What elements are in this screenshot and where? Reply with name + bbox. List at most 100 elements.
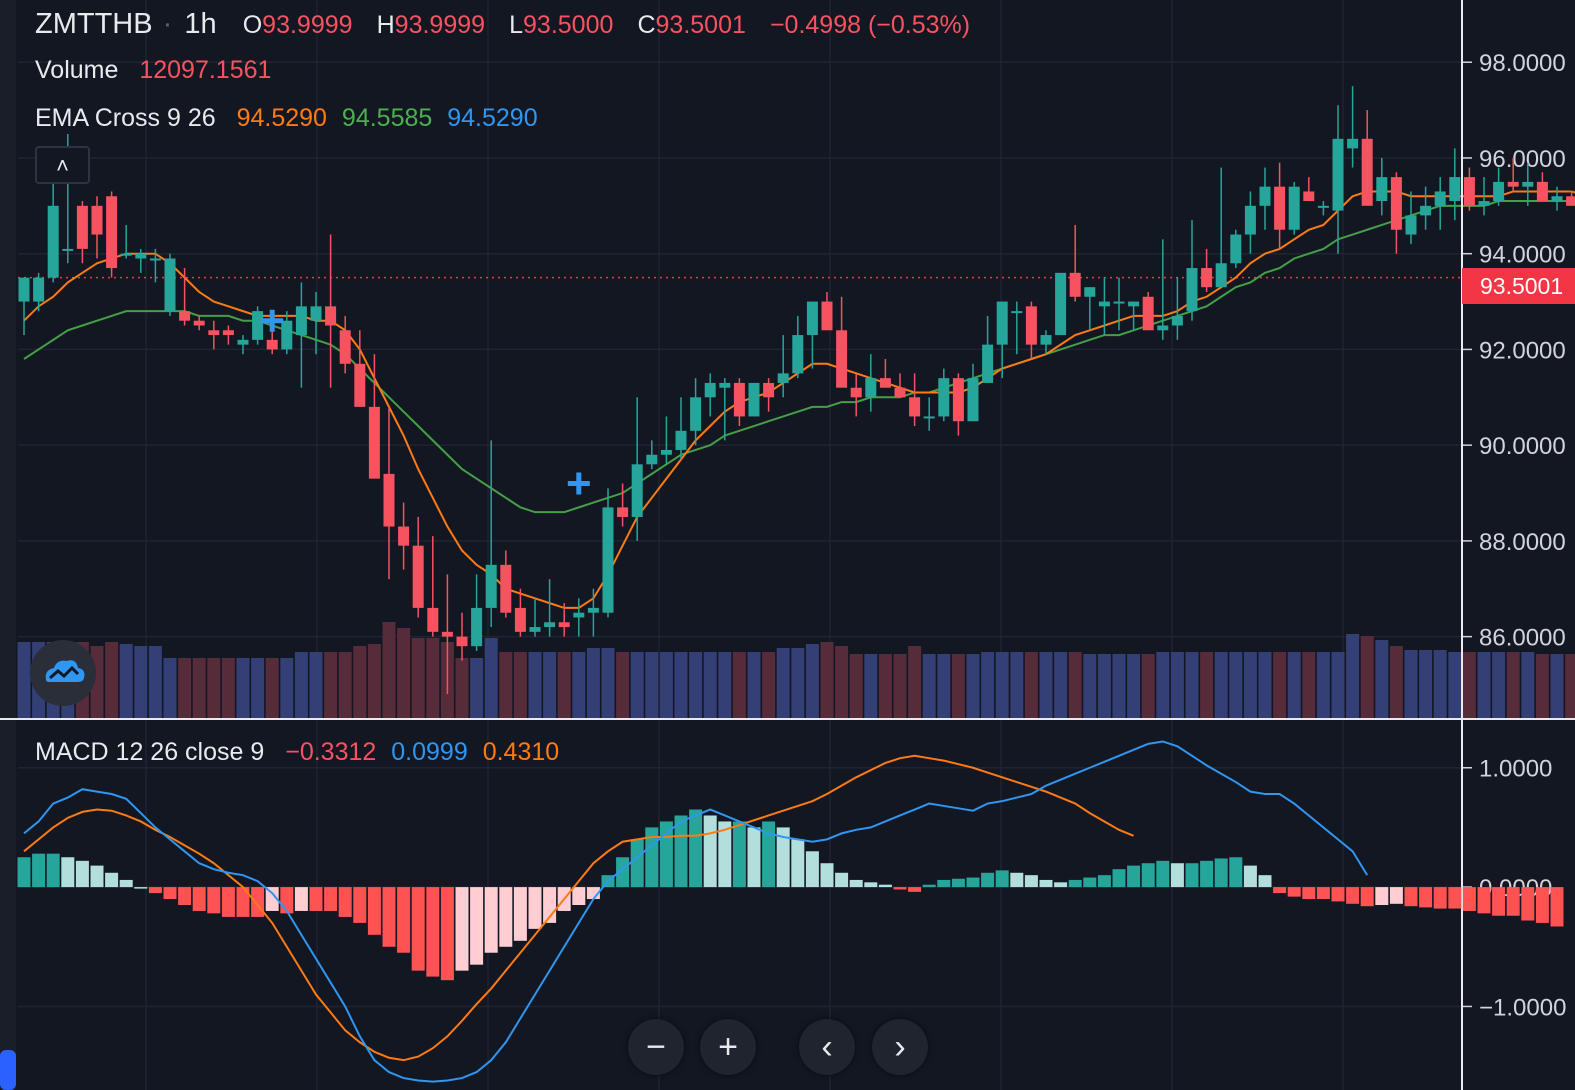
candle-body <box>836 330 848 388</box>
candle-body <box>1274 186 1286 230</box>
macd-histogram-bar <box>32 853 46 888</box>
volume-bar <box>1565 654 1575 718</box>
macd-histogram-bar <box>937 879 951 888</box>
candle-body <box>135 253 147 259</box>
volume-bar <box>966 654 980 718</box>
volume-bar <box>528 652 542 718</box>
plus-icon: + <box>718 1028 738 1066</box>
volume-bar <box>397 628 411 718</box>
candle-body <box>879 378 891 388</box>
candle-body <box>18 277 30 302</box>
candle-body <box>1201 268 1213 288</box>
left-edge <box>0 0 16 1090</box>
macd-histogram-bar <box>1535 887 1549 923</box>
cloud-chart-icon <box>45 660 85 682</box>
macd-histogram-bar <box>1477 887 1491 914</box>
macd-histogram-bar <box>426 887 440 977</box>
macd-histogram-bar <box>1492 887 1506 916</box>
candle-body <box>982 344 994 383</box>
candle-body <box>281 320 293 350</box>
volume-bar <box>1156 652 1170 718</box>
macd-histogram-bar <box>762 821 776 888</box>
macd-histogram-bar <box>1068 879 1082 888</box>
volume-bar <box>630 652 644 718</box>
candle-body <box>1376 177 1388 202</box>
high-value: 93.9999 <box>394 11 486 39</box>
price-axis-tick-label: 94.0000 <box>1479 242 1566 269</box>
volume-bar <box>251 658 265 718</box>
volume-bar <box>1273 652 1287 718</box>
candle-body <box>354 363 366 407</box>
volume-bar <box>543 652 557 718</box>
volume-bar <box>835 646 849 718</box>
candle-body <box>967 378 979 422</box>
candle-body <box>106 196 118 269</box>
volume-bar <box>908 646 922 718</box>
ema-cross-marker <box>567 472 590 495</box>
volume-bar <box>1316 652 1330 718</box>
candle-body <box>62 248 74 251</box>
volume-bar <box>324 652 338 718</box>
candle-body <box>339 330 351 364</box>
macd-histogram-bar <box>1550 887 1564 927</box>
macd-histogram-bar <box>616 857 630 888</box>
scroll-left-button[interactable]: ‹ <box>799 1019 855 1075</box>
candle-body <box>222 330 234 336</box>
macd-hist-value: −0.3312 <box>285 738 377 766</box>
volume-bar <box>1492 652 1506 718</box>
macd-axis-tick-label: 1.0000 <box>1479 756 1552 783</box>
ema-legend: EMA Cross 9 26 94.5290 94.5585 94.5290 <box>35 104 546 133</box>
candle-body <box>1390 177 1402 230</box>
volume-bar <box>1024 652 1038 718</box>
volume-bar <box>207 658 221 718</box>
volume-bar <box>937 654 951 718</box>
price-axis-tick-label: 90.0000 <box>1479 433 1566 460</box>
candle-body <box>1478 201 1490 206</box>
candle-body <box>1157 325 1169 331</box>
candle-body <box>952 378 964 422</box>
volume-bar <box>294 652 308 718</box>
interval-label[interactable]: 1h <box>184 8 217 40</box>
macd-histogram-bar <box>148 887 162 894</box>
macd-histogram-bar <box>17 857 31 888</box>
macd-histogram-bar <box>1316 887 1330 900</box>
candle-body <box>1171 315 1183 326</box>
candle-body <box>1420 205 1432 216</box>
volume-bar <box>1258 652 1272 718</box>
macd-histogram-bar <box>1273 887 1287 894</box>
candle-body <box>1288 186 1300 230</box>
candle-body <box>1405 215 1417 235</box>
candle-body <box>821 301 833 331</box>
candle-body <box>1434 191 1446 206</box>
zoom-in-button[interactable]: + <box>700 1019 756 1075</box>
scroll-right-button[interactable]: › <box>872 1019 928 1075</box>
volume-bar <box>922 654 936 718</box>
macd-signal-value: 0.4310 <box>482 738 560 766</box>
candle-body <box>1536 181 1548 202</box>
volume-bar <box>689 652 703 718</box>
macd-histogram-bar <box>1024 875 1038 888</box>
candle-body <box>748 382 760 417</box>
macd-histogram-bar <box>1404 887 1418 907</box>
macd-histogram-bar <box>995 870 1009 888</box>
macd-histogram-bar <box>689 809 703 888</box>
minus-icon: − <box>646 1028 666 1066</box>
candle-body <box>471 607 483 647</box>
tradingview-logo[interactable] <box>30 640 96 706</box>
candle-body <box>806 301 818 336</box>
candle-body <box>1230 234 1242 264</box>
zoom-out-button[interactable]: − <box>628 1019 684 1075</box>
volume-bar <box>1127 654 1141 718</box>
candle-body <box>427 607 439 632</box>
macd-histogram-bar <box>1302 887 1316 900</box>
change-value: −0.4998 (−0.53%) <box>769 11 971 39</box>
volume-bar <box>1462 652 1476 718</box>
macd-histogram-bar <box>630 839 644 888</box>
collapse-legend-button[interactable]: ˄ <box>35 146 90 184</box>
candle-body <box>1303 191 1315 202</box>
volume-bar <box>1039 652 1053 718</box>
volume-bar <box>1433 650 1447 718</box>
macd-histogram-bar <box>1200 860 1214 888</box>
candle-body <box>266 339 278 350</box>
